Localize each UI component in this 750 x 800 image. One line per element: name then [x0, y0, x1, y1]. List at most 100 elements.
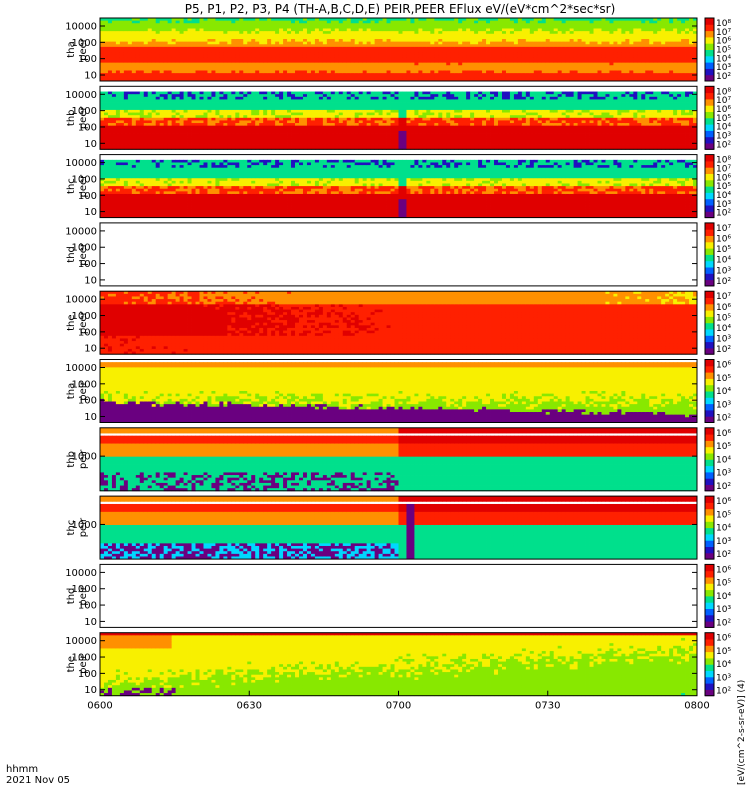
heatmap-cell — [303, 50, 307, 53]
heatmap-cell — [438, 52, 442, 55]
heatmap-cell — [188, 52, 192, 55]
heatmap-cell — [100, 115, 104, 118]
heatmap-cell — [319, 76, 323, 79]
heatmap-cell — [494, 47, 498, 50]
heatmap-cell — [243, 141, 247, 144]
heatmap-cell — [502, 73, 506, 76]
heatmap-cell — [339, 60, 343, 63]
heatmap-cell — [156, 123, 160, 126]
heatmap-cell — [207, 47, 211, 50]
heatmap-cell — [522, 42, 526, 45]
heatmap-cell — [661, 39, 665, 42]
heatmap-cell — [136, 92, 140, 95]
heatmap-cell — [184, 44, 188, 47]
heatmap-cell — [291, 73, 295, 76]
heatmap-cell — [406, 60, 410, 63]
heatmap-cell — [239, 26, 243, 29]
heatmap-cell — [379, 39, 383, 42]
heatmap-cell — [526, 29, 530, 32]
heatmap-cell — [140, 141, 144, 144]
heatmap-cell — [144, 60, 148, 63]
heatmap-cell — [108, 26, 112, 29]
heatmap-cell — [148, 23, 152, 26]
heatmap-cell — [227, 141, 231, 144]
heatmap-cell — [363, 26, 367, 29]
heatmap-cell — [335, 68, 339, 71]
heatmap-cell — [538, 21, 542, 24]
heatmap-cell — [621, 52, 625, 55]
heatmap-cell — [132, 39, 136, 42]
heatmap-cell — [259, 65, 263, 68]
heatmap-cell — [271, 65, 275, 68]
heatmap-cell — [231, 55, 235, 58]
heatmap-cell — [387, 44, 391, 47]
heatmap-cell — [207, 63, 211, 66]
heatmap-cell — [637, 34, 641, 37]
heatmap-cell — [474, 60, 478, 63]
heatmap-cell — [211, 144, 215, 147]
heatmap-cell — [108, 92, 112, 95]
heatmap-cell — [677, 47, 681, 50]
heatmap-cell — [478, 76, 482, 79]
heatmap-cell — [267, 39, 271, 42]
heatmap-cell — [104, 107, 108, 110]
heatmap-cell — [562, 76, 566, 79]
heatmap-cell — [434, 42, 438, 45]
heatmap-cell — [478, 68, 482, 71]
heatmap-cell — [343, 29, 347, 32]
heatmap-cell — [120, 105, 124, 108]
heatmap-cell — [112, 68, 116, 71]
heatmap-cell — [621, 47, 625, 50]
heatmap-cell — [116, 113, 120, 116]
heatmap-cell — [359, 65, 363, 68]
heatmap-cell — [100, 134, 104, 137]
heatmap-cell — [227, 134, 231, 137]
heatmap-cell — [406, 36, 410, 39]
heatmap-cell — [144, 128, 148, 131]
heatmap-cell — [466, 73, 470, 76]
heatmap-cell — [287, 23, 291, 26]
heatmap-cell — [247, 107, 251, 110]
heatmap-cell — [108, 34, 112, 37]
heatmap-cell — [184, 73, 188, 76]
heatmap-cell — [203, 65, 207, 68]
heatmap-cell — [359, 31, 363, 34]
heatmap-cell — [669, 31, 673, 34]
heatmap-cell — [231, 144, 235, 147]
heatmap-cell — [136, 34, 140, 37]
heatmap-cell — [502, 50, 506, 53]
heatmap-cell — [534, 50, 538, 53]
heatmap-cell — [478, 71, 482, 74]
heatmap-cell — [104, 36, 108, 39]
heatmap-cell — [247, 105, 251, 108]
heatmap-cell — [184, 68, 188, 71]
heatmap-cell — [152, 94, 156, 97]
heatmap-cell — [363, 65, 367, 68]
heatmap-cell — [128, 136, 132, 139]
heatmap-cell — [574, 63, 578, 66]
heatmap-cell — [176, 52, 180, 55]
heatmap-cell — [470, 44, 474, 47]
heatmap-cell — [514, 60, 518, 63]
heatmap-cell — [104, 120, 108, 123]
heatmap-cell — [605, 26, 609, 29]
heatmap-cell — [550, 57, 554, 60]
heatmap-cell — [546, 44, 550, 47]
heatmap-cell — [251, 39, 255, 42]
heatmap-cell — [450, 52, 454, 55]
heatmap-cell — [363, 44, 367, 47]
heatmap-cell — [486, 52, 490, 55]
heatmap-cell — [275, 31, 279, 34]
heatmap-cell — [156, 131, 160, 134]
heatmap-cell — [339, 44, 343, 47]
heatmap-cell — [215, 63, 219, 66]
heatmap-cell — [578, 55, 582, 58]
heatmap-cell — [235, 107, 239, 110]
heatmap-cell — [180, 47, 184, 50]
heatmap-cell — [168, 50, 172, 53]
heatmap-cell — [657, 65, 661, 68]
heatmap-cell — [196, 110, 200, 113]
heatmap-cell — [259, 99, 263, 102]
heatmap-cell — [184, 113, 188, 116]
heatmap-cell — [645, 68, 649, 71]
